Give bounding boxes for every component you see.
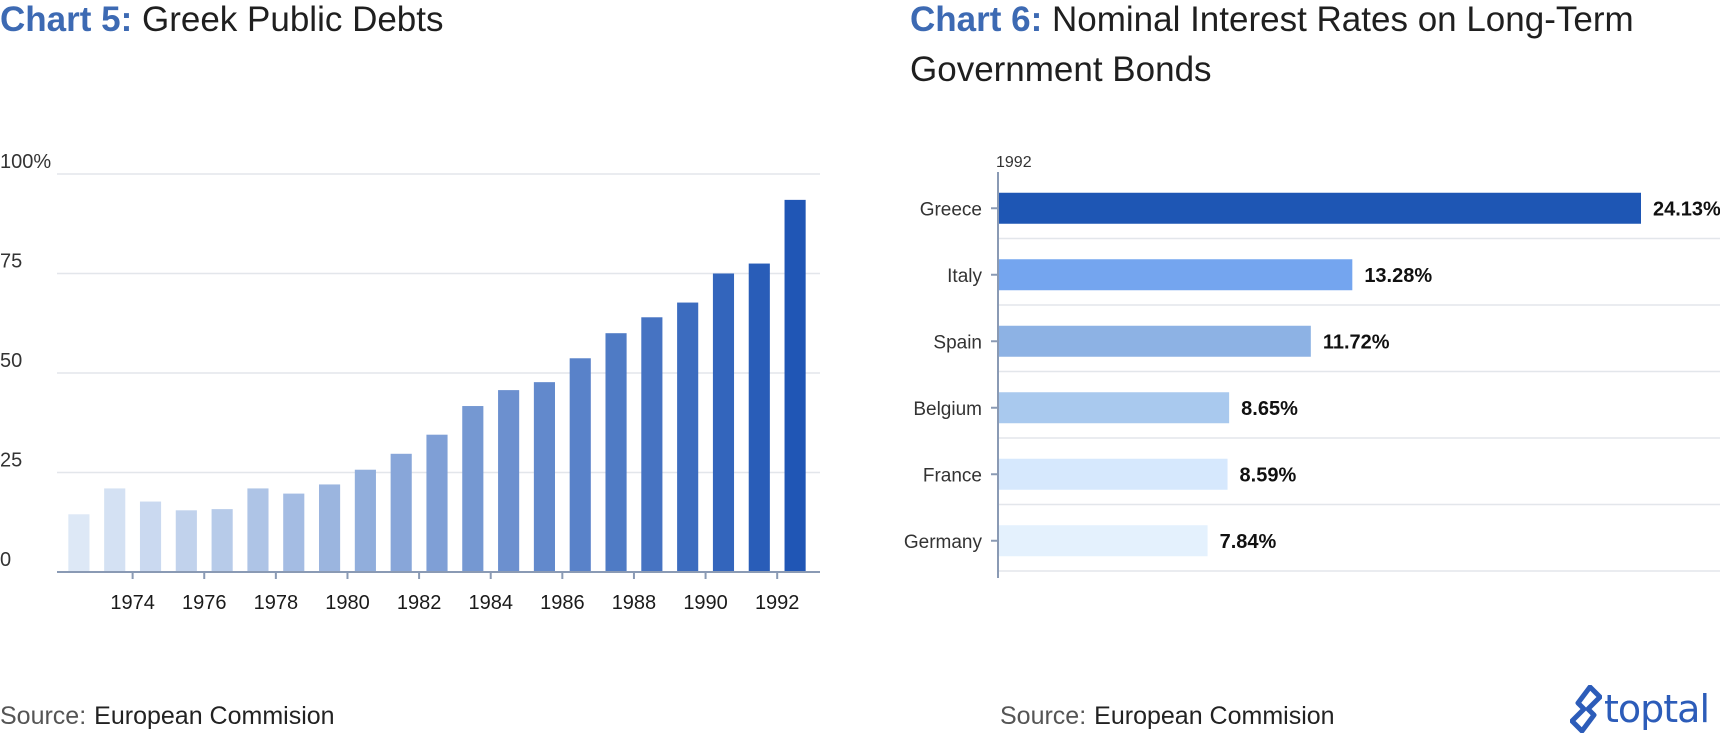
- data-label: 11.72%: [1323, 331, 1390, 353]
- category-label: France: [923, 465, 982, 486]
- data-label: 8.65%: [1241, 398, 1298, 420]
- bar: [784, 199, 806, 572]
- chart-5-source-label: Source:: [0, 702, 87, 730]
- chart-6-title: Chart 6: Nominal Interest Rates on Long-…: [910, 0, 1720, 95]
- bar: [677, 302, 699, 572]
- category-label: Spain: [933, 332, 982, 353]
- chart-6-title-text: Nominal Interest Rates on Long-Term Gove…: [910, 0, 1634, 89]
- chart-5-title-text: Greek Public Debts: [141, 0, 444, 39]
- chart-6-subtitle: 1992: [996, 154, 1032, 171]
- x-tick-label: 1978: [254, 592, 299, 614]
- bar: [175, 510, 197, 572]
- x-tick-label: 1986: [540, 592, 585, 614]
- bar: [498, 390, 520, 572]
- chart-6-source: Source: European Commision: [1000, 702, 1335, 731]
- bar: [283, 493, 305, 572]
- bar: [641, 317, 663, 572]
- chart-5-prefix: Chart 5:: [0, 0, 133, 39]
- bar: [605, 333, 627, 572]
- bar: [999, 259, 1353, 291]
- chart-5-source: Source: European Commision: [0, 702, 335, 731]
- chart-5-title: Chart 5: Greek Public Debts: [0, 0, 820, 45]
- bar: [247, 488, 269, 572]
- data-label: 13.28%: [1364, 265, 1432, 287]
- bar: [999, 458, 1228, 490]
- bar: [999, 525, 1208, 557]
- chart-6-source-text: European Commision: [1094, 702, 1335, 730]
- y-tick-label: 75: [0, 251, 22, 273]
- bar: [104, 488, 126, 572]
- bar: [999, 392, 1230, 424]
- y-tick-label: 0: [0, 549, 11, 571]
- bar: [533, 382, 555, 572]
- x-tick-label: 1984: [468, 592, 513, 614]
- chart-5-source-text: European Commision: [94, 702, 335, 730]
- bar: [211, 509, 233, 572]
- bar: [426, 434, 448, 572]
- chart-6-prefix: Chart 6:: [910, 0, 1043, 39]
- data-label: 7.84%: [1220, 531, 1277, 553]
- data-label: 24.13%: [1653, 198, 1720, 220]
- y-tick-label: 100%: [0, 151, 51, 173]
- bar: [569, 358, 591, 572]
- bar: [462, 406, 484, 572]
- y-tick-label: 50: [0, 350, 22, 372]
- bar: [319, 484, 341, 572]
- category-label: Germany: [904, 532, 983, 553]
- category-label: Italy: [947, 266, 982, 287]
- x-tick-label: 1980: [325, 592, 370, 614]
- x-tick-label: 1992: [755, 592, 800, 614]
- x-tick-label: 1990: [683, 592, 728, 614]
- toptal-logo[interactable]: toptal: [1570, 684, 1710, 734]
- bar: [999, 325, 1311, 357]
- category-label: Greece: [920, 199, 982, 220]
- bar: [354, 469, 376, 572]
- x-tick-label: 1974: [110, 592, 155, 614]
- bar: [712, 273, 735, 572]
- toptal-logo-icon: [1570, 685, 1602, 733]
- toptal-logo-text: toptal: [1604, 687, 1710, 731]
- x-tick-label: 1988: [612, 592, 657, 614]
- x-tick-label: 1976: [182, 592, 227, 614]
- bar: [748, 263, 770, 572]
- bar: [999, 192, 1641, 224]
- x-tick-label: 1982: [397, 592, 442, 614]
- category-label: Belgium: [913, 399, 982, 420]
- y-tick-label: 25: [0, 450, 22, 472]
- data-label: 8.59%: [1240, 464, 1297, 486]
- bar: [390, 453, 412, 572]
- chart-6-source-label: Source:: [1000, 702, 1087, 730]
- bar: [139, 501, 162, 572]
- bar: [68, 514, 90, 572]
